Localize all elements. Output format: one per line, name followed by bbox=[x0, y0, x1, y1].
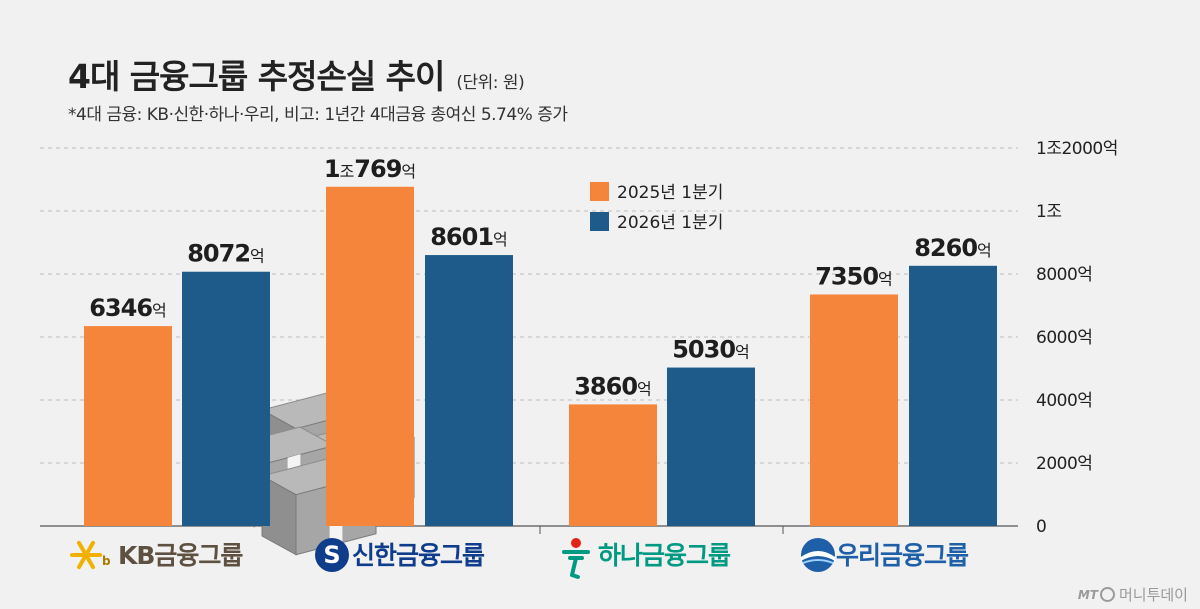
bar-value-number: 3860 bbox=[574, 372, 637, 400]
bar-value-unit: 억 bbox=[401, 162, 416, 181]
brand-name: KB금융그룹 bbox=[118, 541, 243, 570]
bar-value-unit: 억 bbox=[250, 247, 265, 266]
watermark-ring-icon bbox=[1099, 587, 1115, 602]
kb-star-ray bbox=[84, 553, 95, 570]
legend-label: 2025년 1분기 bbox=[617, 183, 723, 203]
legend-swatch bbox=[590, 182, 609, 201]
watermark-prefix: MT bbox=[1077, 587, 1098, 602]
shinhan-s-mark: S bbox=[323, 541, 340, 569]
bar-value-number: 8072 bbox=[187, 240, 250, 268]
brand-name: 신한금융그룹 bbox=[352, 541, 485, 570]
bar bbox=[569, 404, 657, 526]
bar-value-label: 8601억 bbox=[430, 223, 508, 251]
bar-value-label: 5030억 bbox=[672, 336, 750, 364]
kb-star-ray bbox=[77, 540, 88, 557]
title-block: 4대 금융그룹 추정손실 추이 (단위: 원) bbox=[68, 50, 525, 98]
watermark-text: 머니투데이 bbox=[1118, 586, 1188, 604]
bar-value-number: 5030 bbox=[672, 336, 735, 364]
bar bbox=[909, 265, 997, 526]
woori-wave bbox=[801, 551, 835, 561]
bar-value-unit: 억 bbox=[637, 379, 652, 398]
bar bbox=[810, 294, 898, 526]
y-tick-label: 4000억 bbox=[1036, 391, 1092, 411]
bar-value-number: 1 bbox=[324, 155, 340, 183]
brand-name: 우리금융그룹 bbox=[836, 541, 969, 570]
brand-name: 하나금융그룹 bbox=[598, 541, 731, 570]
chart-title: 4대 금융그룹 추정손실 추이 bbox=[68, 57, 445, 96]
y-tick-label: 8000억 bbox=[1036, 265, 1092, 285]
kb-star-mark: b bbox=[102, 554, 111, 568]
hana-person-icon bbox=[562, 538, 590, 579]
bar-value-unit: 억 bbox=[977, 241, 992, 260]
bar-value-label: 8260억 bbox=[914, 234, 992, 262]
bar-value-unit: 억 bbox=[878, 269, 893, 288]
kb-star-icon: b bbox=[70, 540, 111, 570]
bar-value-number: 7350 bbox=[815, 262, 878, 290]
bar-value-number: 8260 bbox=[914, 234, 977, 262]
legend-swatch bbox=[590, 212, 609, 231]
chart-subtitle: *4대 금융: KB·신한·하나·우리, 비고: 1년간 4대금융 총여신 5.… bbox=[68, 105, 568, 125]
legend-label: 2026년 1분기 bbox=[617, 213, 723, 233]
hana-head bbox=[571, 538, 581, 548]
bar-value-unit: 억 bbox=[735, 343, 750, 362]
kb-star-ray bbox=[77, 553, 88, 570]
y-tick-label: 6000억 bbox=[1036, 328, 1092, 348]
bar-value-number: 769 bbox=[354, 155, 401, 183]
bar-value-unit: 억 bbox=[493, 230, 508, 249]
shinhan-circle bbox=[315, 538, 349, 572]
woori-globe-icon bbox=[801, 538, 835, 572]
bar-value-label: 8072억 bbox=[187, 240, 265, 268]
bar bbox=[326, 186, 414, 527]
bar bbox=[667, 367, 755, 526]
bar-value-label: 7350억 bbox=[815, 262, 893, 290]
hana-body bbox=[562, 550, 590, 579]
shinhan-s-icon: S bbox=[315, 538, 349, 572]
bar-value-unit: 조 bbox=[340, 162, 355, 181]
y-tick-label: 1조 bbox=[1036, 202, 1061, 222]
bar bbox=[182, 271, 270, 526]
kb-star-ray bbox=[84, 540, 95, 557]
bar bbox=[425, 255, 513, 527]
bar-value-label: 6346억 bbox=[89, 294, 167, 322]
bar-value-label: 3860억 bbox=[574, 372, 652, 400]
bar-value-label: 1조769억 bbox=[324, 155, 416, 183]
watermark: MT 머니투데이 bbox=[1078, 584, 1188, 605]
bar-value-number: 6346 bbox=[89, 294, 152, 322]
bar-value-number: 8601 bbox=[430, 223, 493, 251]
woori-wave-light bbox=[802, 559, 834, 564]
y-tick-label: 0 bbox=[1036, 517, 1046, 537]
bar bbox=[84, 326, 172, 526]
bar-value-unit: 억 bbox=[152, 301, 167, 320]
y-tick-label: 2000억 bbox=[1036, 454, 1092, 474]
unit-note: (단위: 원) bbox=[456, 73, 525, 93]
y-tick-label: 1조2000억 bbox=[1036, 139, 1118, 159]
